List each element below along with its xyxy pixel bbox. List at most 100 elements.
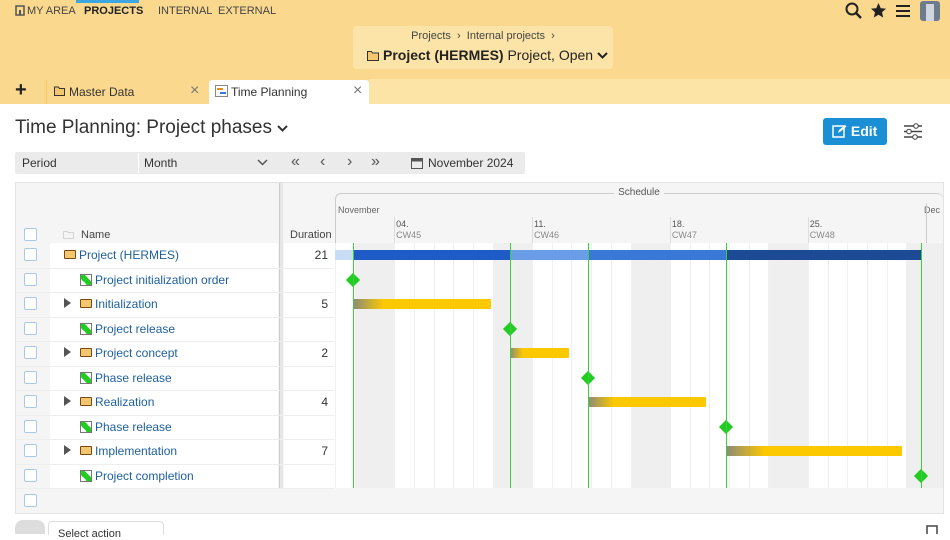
- project-status: Project, Open: [507, 47, 594, 63]
- header-check: [24, 228, 37, 241]
- tab[interactable]: [46, 80, 207, 104]
- shape: [54, 86, 65, 96]
- row-check[interactable]: [24, 297, 37, 310]
- nav-item[interactable]: MY AREA: [27, 5, 76, 17]
- shape: [411, 158, 423, 162]
- avatar[interactable]: [920, 1, 940, 21]
- tab-label[interactable]: Time Planning: [231, 85, 308, 99]
- header-name: Name: [81, 229, 111, 241]
- period-select[interactable]: [138, 153, 276, 173]
- row-line: [16, 292, 334, 293]
- nav-first[interactable]: «: [291, 153, 300, 170]
- chevron: [597, 52, 608, 59]
- weekend: [374, 243, 395, 488]
- export-icon[interactable]: [926, 525, 938, 534]
- row-name[interactable]: Phase release: [95, 370, 172, 385]
- row-check[interactable]: [24, 248, 37, 261]
- shape: [896, 5, 910, 7]
- footer-check[interactable]: [24, 494, 37, 507]
- shape: [913, 123, 919, 129]
- week-sep: [807, 217, 809, 243]
- star-icon[interactable]: [870, 2, 887, 19]
- nav-item[interactable]: EXTERNAL: [218, 5, 277, 17]
- row-check[interactable]: [24, 321, 37, 335]
- row-check[interactable]: [24, 272, 37, 286]
- nav-item[interactable]: INTERNAL: [158, 5, 213, 17]
- milestone-icon: [80, 420, 92, 433]
- weekend: [512, 243, 532, 488]
- page-title[interactable]: Time Planning: Project phases: [15, 117, 288, 139]
- row-line: [16, 390, 334, 391]
- nav-prev[interactable]: ‹: [320, 153, 326, 170]
- tab-active[interactable]: [209, 80, 369, 106]
- tab-close[interactable]: ×: [190, 82, 200, 99]
- project-title[interactable]: Project (HERMES) Project, Open: [383, 47, 608, 63]
- folder-outline: 🗀: [63, 230, 74, 242]
- row-check[interactable]: [24, 395, 37, 408]
- edit-button[interactable]: Edit: [823, 118, 887, 145]
- nav-last[interactable]: »: [371, 153, 380, 170]
- expand-arrow[interactable]: [64, 298, 71, 308]
- shape: [832, 125, 845, 138]
- month-label: November: [338, 205, 380, 215]
- add-tab[interactable]: +: [15, 79, 27, 101]
- row-name[interactable]: Project release: [95, 321, 176, 336]
- row-name[interactable]: Project concept: [95, 346, 178, 360]
- shape: [845, 2, 859, 16]
- row-name[interactable]: Project completion: [95, 468, 194, 483]
- day-line: [374, 243, 376, 488]
- menu-icon[interactable]: [896, 4, 910, 18]
- weekend: [926, 243, 943, 488]
- row-name[interactable]: Realization: [95, 395, 155, 409]
- day-line: [689, 243, 691, 488]
- row-name[interactable]: Initialization: [95, 297, 158, 311]
- row-check[interactable]: [24, 444, 37, 457]
- phase-bar: [588, 397, 706, 407]
- action-tab[interactable]: [15, 520, 45, 534]
- expand-arrow[interactable]: [64, 396, 71, 406]
- day-line: [433, 243, 435, 488]
- expand-arrow[interactable]: [64, 347, 71, 357]
- milestone-line: [921, 243, 922, 488]
- milestone-icon: [80, 322, 92, 335]
- row-check[interactable]: [24, 346, 37, 359]
- day-line: [630, 243, 632, 488]
- nav-item[interactable]: PROJECTS: [84, 5, 144, 17]
- shape: [215, 85, 228, 97]
- day-line: [827, 243, 829, 488]
- search-icon[interactable]: [845, 2, 863, 20]
- tab-close[interactable]: ×: [353, 82, 363, 99]
- milestone-line: [726, 243, 727, 488]
- row-name[interactable]: Implementation: [95, 444, 178, 458]
- folder-icon: [80, 397, 92, 406]
- day-line: [709, 243, 711, 488]
- folder-icon: [367, 51, 379, 61]
- row-check[interactable]: [24, 370, 37, 384]
- row-duration: 21: [314, 248, 328, 262]
- row-check[interactable]: [24, 468, 37, 482]
- chevron: [257, 159, 268, 166]
- row-line: [16, 414, 334, 416]
- tab-label[interactable]: Master Data: [69, 85, 135, 99]
- breadcrumb-link[interactable]: Internal projects: [466, 30, 546, 42]
- breadcrumb-link[interactable]: Projects: [411, 30, 451, 42]
- settings-icon[interactable]: [904, 123, 922, 140]
- row-duration: 7: [321, 444, 328, 458]
- day-line: [768, 243, 770, 488]
- calendar-icon[interactable]: [411, 157, 423, 169]
- day-line: [886, 243, 888, 488]
- page-title-text: Time Planning: Project phases: [15, 117, 272, 138]
- project-bar: [588, 250, 726, 260]
- shape: [906, 128, 912, 135]
- period-label: Period: [22, 156, 57, 170]
- date-label[interactable]: November 2024: [428, 156, 514, 170]
- expand-arrow[interactable]: [64, 445, 71, 455]
- nav-next[interactable]: ›: [347, 153, 353, 170]
- row-name[interactable]: Phase release: [95, 419, 172, 434]
- row-line: [16, 463, 334, 465]
- row-check[interactable]: [24, 419, 37, 433]
- action-select[interactable]: Select action: [48, 521, 164, 540]
- row-name[interactable]: Project initialization order: [95, 272, 230, 287]
- row-name[interactable]: Project (HERMES): [79, 248, 180, 262]
